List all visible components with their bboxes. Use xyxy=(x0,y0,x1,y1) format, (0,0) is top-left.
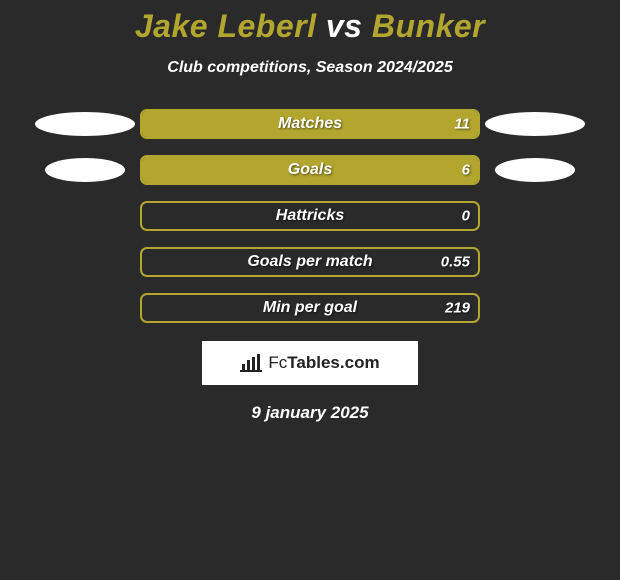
stat-value-right: 11 xyxy=(454,116,470,133)
brand-badge: FcTables.com xyxy=(202,341,418,385)
stat-row: Goals per match 0.55 xyxy=(0,247,620,277)
ellipse-left-icon xyxy=(35,112,135,136)
stat-value-right: 0 xyxy=(462,208,470,225)
stat-label: Matches xyxy=(278,115,342,133)
ellipse-left-icon xyxy=(45,158,125,182)
stat-value-right: 219 xyxy=(445,300,470,317)
player1-name: Jake Leberl xyxy=(135,8,317,44)
brand-suffix: Tables.com xyxy=(287,353,379,372)
left-side xyxy=(30,112,140,136)
brand-prefix: Fc xyxy=(268,353,287,372)
stat-label: Goals xyxy=(288,161,332,179)
stat-row: Goals 6 xyxy=(0,155,620,185)
stat-row: Hattricks 0 xyxy=(0,201,620,231)
left-side xyxy=(30,158,140,182)
ellipse-right-icon xyxy=(495,158,575,182)
stat-bar: Min per goal 219 xyxy=(140,293,480,323)
subtitle: Club competitions, Season 2024/2025 xyxy=(0,59,620,77)
stat-label: Hattricks xyxy=(276,207,344,225)
stat-label: Goals per match xyxy=(247,253,372,271)
date-text: 9 january 2025 xyxy=(0,403,620,423)
stat-bar: Goals 6 xyxy=(140,155,480,185)
stat-bar: Goals per match 0.55 xyxy=(140,247,480,277)
stat-bar: Hattricks 0 xyxy=(140,201,480,231)
brand-text: FcTables.com xyxy=(268,353,379,373)
stat-row: Matches 11 xyxy=(0,109,620,139)
stat-bar: Matches 11 xyxy=(140,109,480,139)
stat-value-right: 6 xyxy=(462,162,470,179)
chart-icon xyxy=(240,354,262,372)
ellipse-right-icon xyxy=(485,112,585,136)
stat-row: Min per goal 219 xyxy=(0,293,620,323)
player2-name: Bunker xyxy=(372,8,485,44)
stat-label: Min per goal xyxy=(263,299,357,317)
stat-value-right: 0.55 xyxy=(441,254,470,271)
stats-container: Matches 11 Goals 6 Hattricks 0 xyxy=(0,109,620,323)
comparison-title: Jake Leberl vs Bunker xyxy=(0,0,620,45)
right-side xyxy=(480,158,590,182)
right-side xyxy=(480,112,590,136)
vs-text: vs xyxy=(326,8,363,44)
